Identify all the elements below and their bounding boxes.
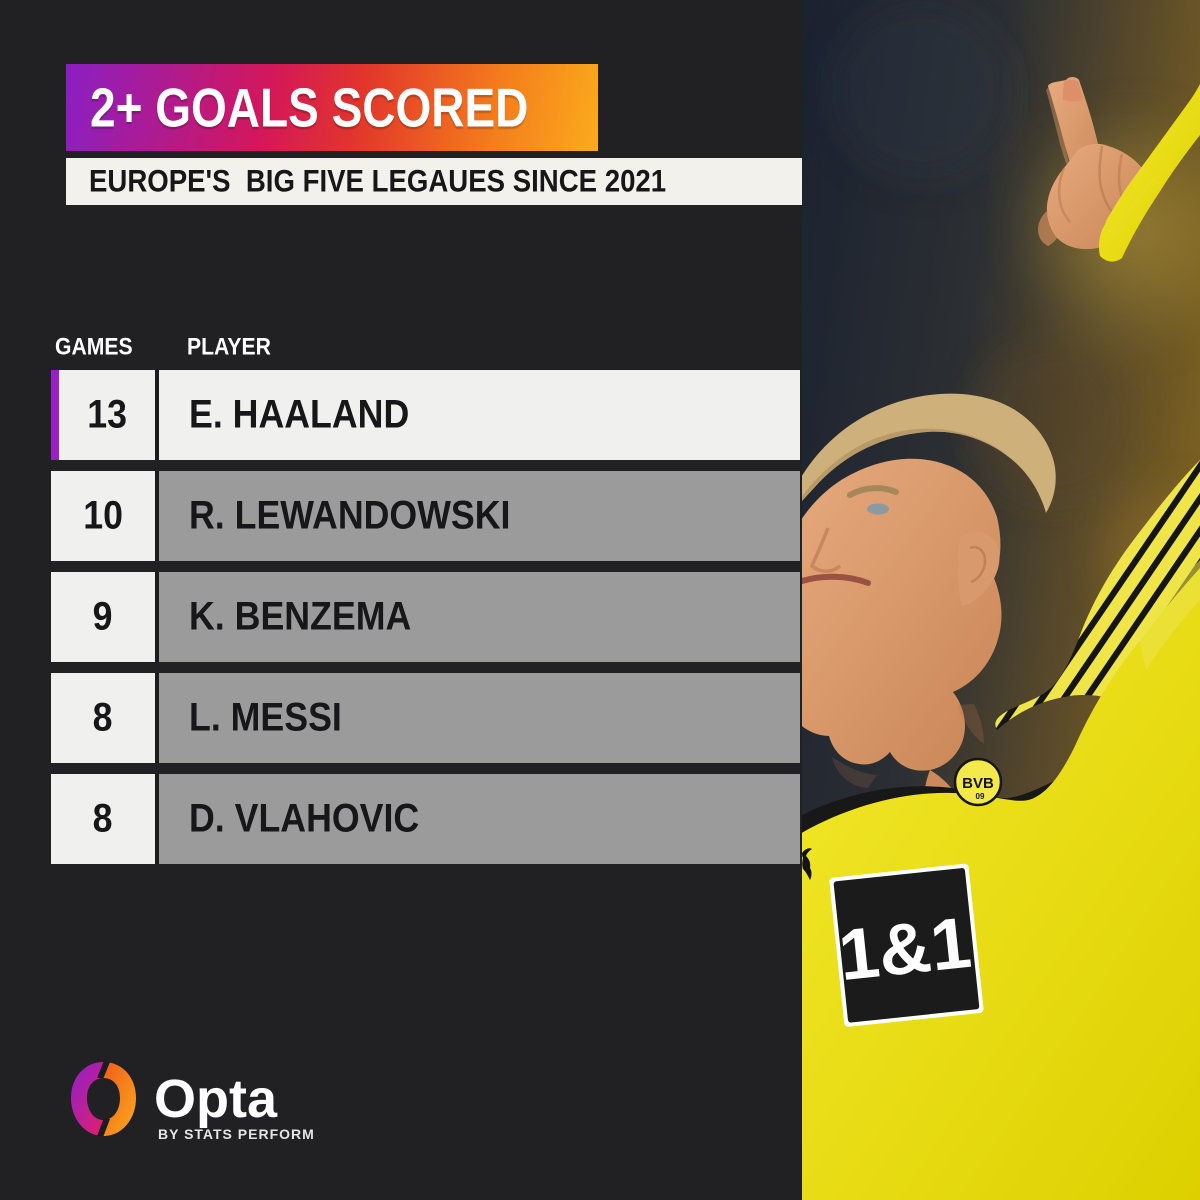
svg-text:09: 09 [976, 792, 985, 801]
svg-text:BVB: BVB [962, 775, 994, 792]
svg-text:1&1: 1&1 [835, 903, 975, 996]
